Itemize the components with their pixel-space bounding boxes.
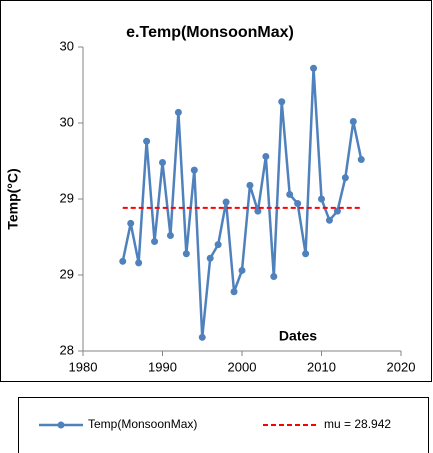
chart-frame [0, 0, 432, 382]
data-point [318, 195, 325, 203]
x-axis-title: Dates [279, 328, 317, 344]
x-tick-label: 2000 [228, 359, 257, 374]
legend-label: mu = 28.942 [324, 417, 391, 431]
y-tick-label: 29 [60, 266, 74, 281]
data-point [198, 333, 206, 341]
y-tick-label: 30 [60, 38, 74, 53]
data-point [357, 155, 365, 163]
data-point [230, 288, 238, 296]
data-point [166, 231, 174, 239]
data-point [127, 219, 135, 227]
legend: Temp(MonsoonMax) mu = 28.942 [39, 417, 391, 431]
y-axis-title: Temp(°C) [5, 168, 21, 229]
data-point [159, 159, 166, 167]
data-point [341, 174, 349, 182]
data-point [174, 108, 182, 116]
data-point [294, 200, 302, 208]
data-point [190, 166, 198, 174]
y-tick-label: 30 [60, 114, 74, 129]
data-point [135, 259, 143, 267]
legend-label: Temp(MonsoonMax) [88, 417, 197, 431]
legend-box [18, 397, 429, 453]
data-point [238, 266, 246, 274]
x-tick-label: 2020 [387, 359, 416, 374]
data-point [262, 152, 270, 160]
data-point [151, 238, 159, 246]
legend-marker [57, 421, 65, 429]
data-point [222, 198, 230, 206]
chart-title: e.Temp(MonsoonMax) [126, 24, 294, 41]
y-tick-label: 29 [60, 190, 74, 205]
data-point [325, 216, 333, 224]
data-point [278, 98, 286, 106]
data-point [254, 207, 262, 215]
y-tick-label: 28 [60, 342, 74, 357]
x-tick-label: 2010 [307, 359, 336, 374]
x-tick-label: 1990 [148, 359, 177, 374]
data-point [119, 257, 127, 265]
data-point [270, 273, 278, 281]
data-point [246, 181, 254, 189]
data-point [349, 117, 357, 125]
x-tick-label: 1980 [69, 359, 98, 374]
data-point [310, 64, 318, 72]
data-point [286, 190, 294, 198]
data-point [214, 241, 222, 249]
data-point [182, 250, 190, 258]
data-point [333, 207, 341, 215]
data-point [302, 250, 310, 258]
data-point [206, 254, 214, 262]
data-point [143, 137, 151, 145]
